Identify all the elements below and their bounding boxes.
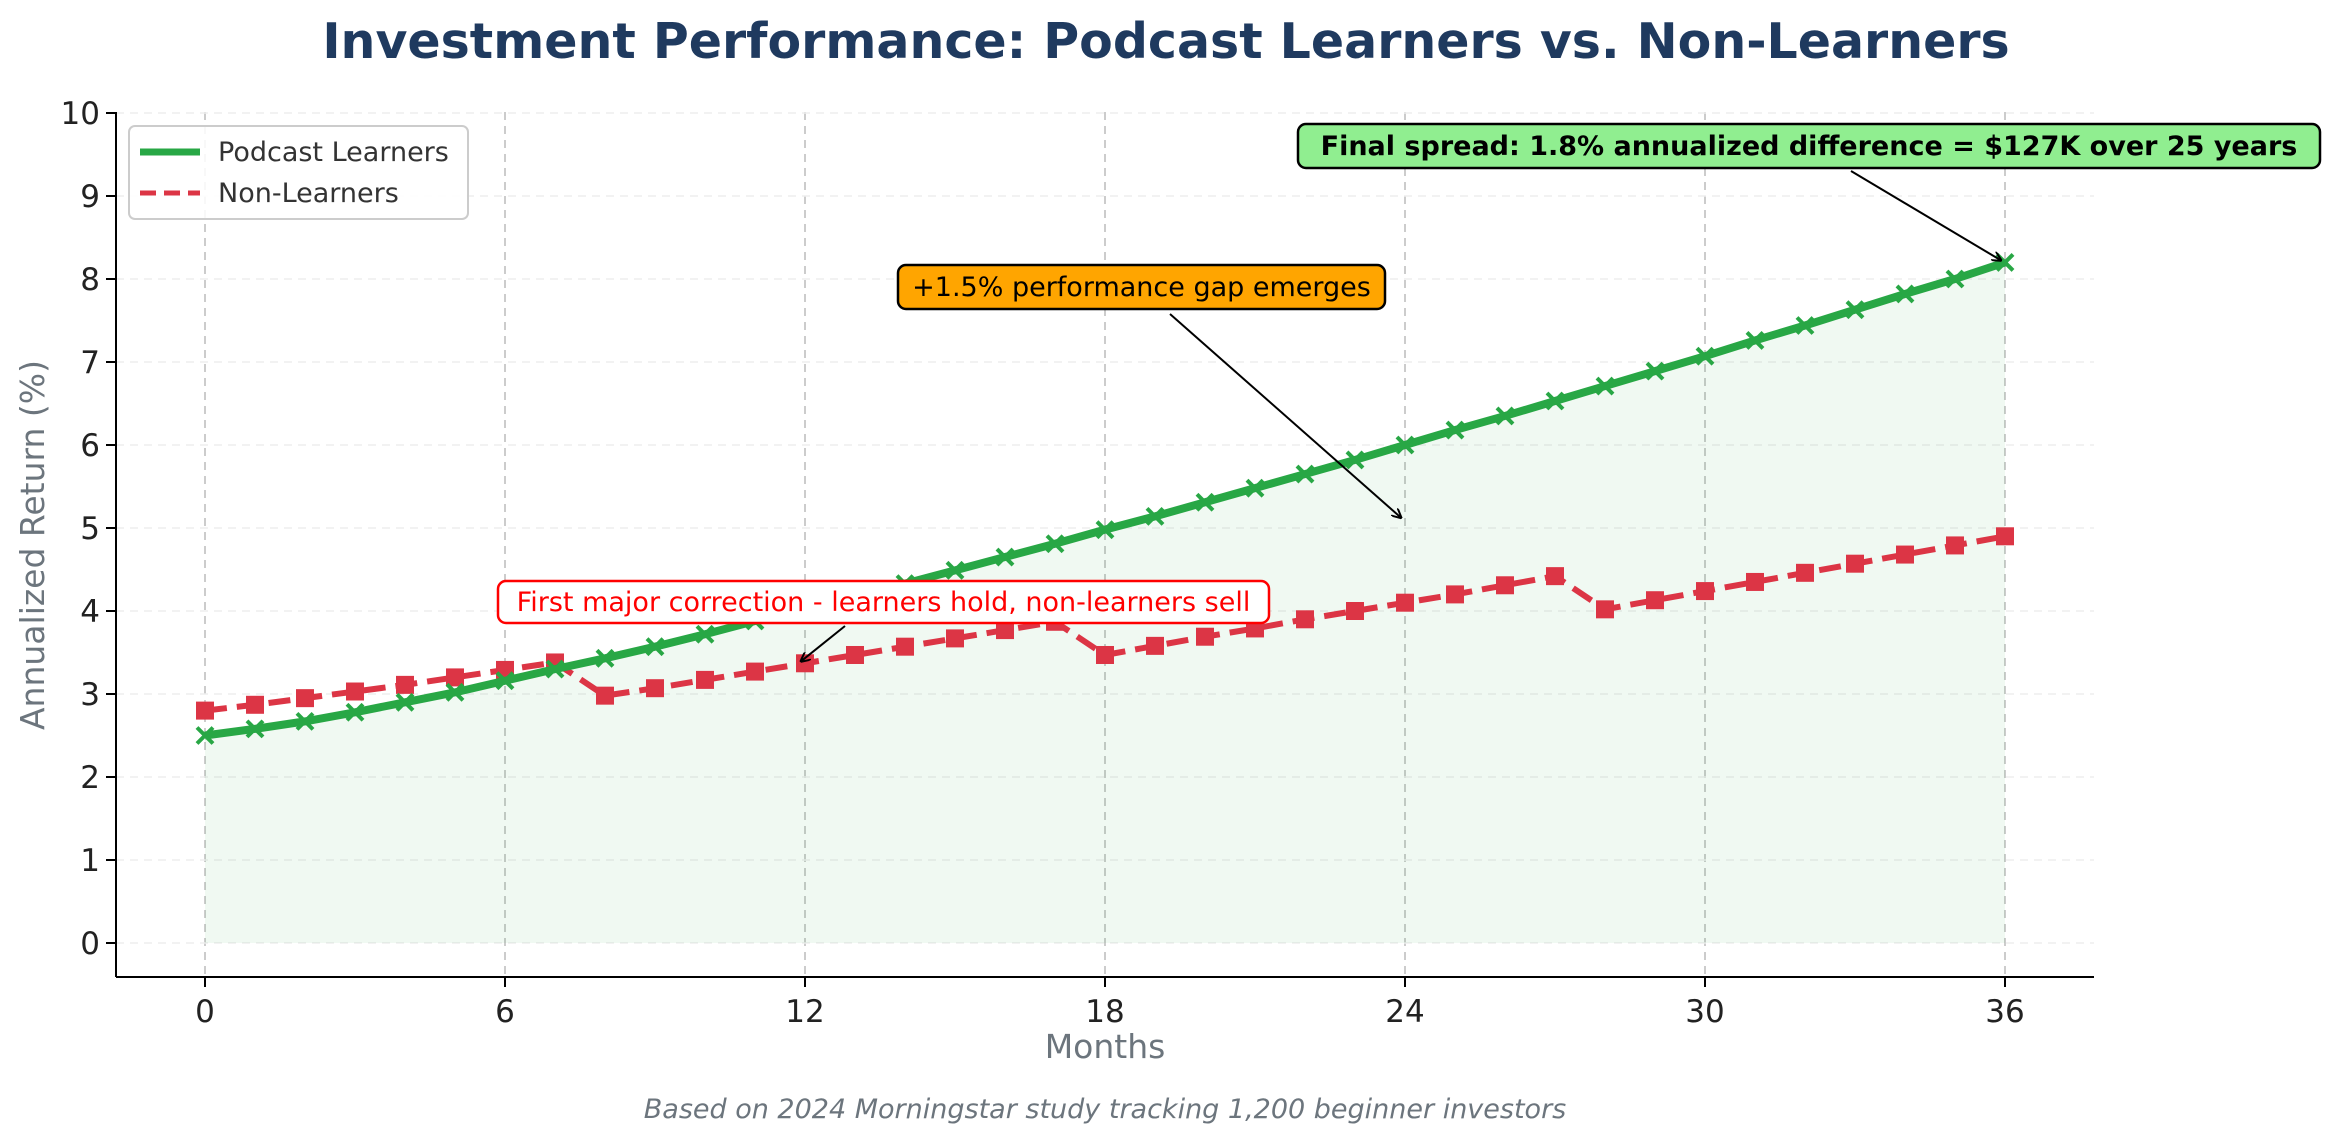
- data-point-podcast-learners: [1045, 534, 1065, 554]
- legend-label-non-learners: Non-Learners: [218, 178, 399, 209]
- y-tick-label: 6: [80, 428, 100, 464]
- x-axis-label: Months: [1045, 1027, 1166, 1066]
- data-point-podcast-learners: [245, 719, 265, 739]
- data-point-non-learners: [346, 682, 364, 701]
- data-point-podcast-learners: [1595, 376, 1615, 396]
- data-point-podcast-learners: [1295, 464, 1315, 484]
- data-point-non-learners: [846, 645, 864, 664]
- data-point-non-learners: [1846, 554, 1864, 573]
- x-tick-label: 18: [1085, 994, 1124, 1030]
- data-point-podcast-learners: [1145, 506, 1165, 526]
- data-point-podcast-learners: [1445, 420, 1465, 440]
- annotation-arrow: [1850, 170, 2001, 260]
- data-point-podcast-learners: [1745, 331, 1765, 350]
- annotation-text: Final spread: 1.8% annualized difference…: [1321, 131, 2298, 162]
- annotation-arrow: [1169, 313, 1401, 518]
- legend-label-podcast-learners: Podcast Learners: [218, 137, 449, 168]
- data-point-non-learners: [296, 689, 314, 708]
- data-point-podcast-learners: [545, 659, 565, 679]
- x-tick-label: 6: [495, 994, 515, 1030]
- data-point-podcast-learners: [1945, 269, 1965, 289]
- data-point-non-learners: [1596, 600, 1614, 619]
- data-point-non-learners: [1996, 527, 2014, 546]
- y-tick-label: 3: [80, 677, 100, 713]
- data-point-non-learners: [1396, 593, 1414, 612]
- y-tick-label: 9: [80, 179, 100, 215]
- y-tick-label: 8: [80, 262, 100, 298]
- data-point-non-learners: [1796, 563, 1814, 582]
- data-point-podcast-learners: [1795, 316, 1815, 335]
- data-point-non-learners: [1896, 545, 1914, 564]
- y-tick-label: 5: [80, 511, 100, 547]
- data-point-podcast-learners: [345, 702, 365, 722]
- y-tick-label: 4: [80, 594, 100, 630]
- y-tick-label: 10: [61, 96, 100, 132]
- y-tick-label: 1: [80, 843, 100, 879]
- data-point-non-learners: [946, 629, 964, 648]
- data-point-podcast-learners: [395, 692, 415, 712]
- data-point-podcast-learners: [1245, 478, 1265, 498]
- y-tick-label: 7: [80, 345, 100, 381]
- data-point-podcast-learners: [1845, 300, 1865, 320]
- data-point-non-learners: [896, 637, 914, 656]
- chart-caption: Based on 2024 Morningstar study tracking…: [644, 1094, 1566, 1125]
- data-point-non-learners: [1446, 585, 1464, 604]
- data-point-podcast-learners: [495, 671, 515, 691]
- data-point-podcast-learners: [995, 547, 1015, 567]
- annotation-text: First major correction - learners hold, …: [517, 587, 1251, 618]
- data-point-non-learners: [1096, 645, 1114, 664]
- annotation-box: [1296, 122, 2322, 170]
- data-point-non-learners: [646, 679, 664, 698]
- x-tick-label: 24: [1385, 994, 1424, 1030]
- data-point-non-learners: [1296, 610, 1314, 629]
- data-point-podcast-learners: [1195, 492, 1215, 512]
- y-axis-label: Annualized Return (%): [13, 360, 52, 730]
- data-point-podcast-learners: [1895, 284, 1915, 304]
- data-point-non-learners: [196, 701, 214, 720]
- data-point-non-learners: [1946, 536, 1964, 555]
- annotation-box: [896, 263, 1387, 311]
- data-point-podcast-learners: [295, 711, 315, 731]
- data-point-non-learners: [246, 695, 264, 714]
- data-point-podcast-learners: [695, 624, 715, 644]
- data-point-non-learners: [996, 621, 1014, 640]
- data-point-non-learners: [1146, 636, 1164, 655]
- data-point-non-learners: [396, 675, 414, 694]
- data-point-non-learners: [746, 662, 764, 681]
- annotation-arrow: [801, 625, 846, 661]
- x-tick-label: 12: [785, 994, 824, 1030]
- annotation-box: [496, 579, 1271, 625]
- y-tick-label: 0: [80, 926, 100, 962]
- data-point-podcast-learners: [1695, 346, 1715, 366]
- data-point-non-learners: [696, 670, 714, 689]
- data-point-podcast-learners: [445, 682, 465, 702]
- data-point-non-learners: [1346, 602, 1364, 620]
- data-point-non-learners: [1746, 572, 1764, 591]
- x-tick-label: 30: [1685, 994, 1724, 1030]
- data-point-podcast-learners: [645, 637, 665, 657]
- data-point-podcast-learners: [1095, 520, 1115, 540]
- data-point-non-learners: [596, 686, 614, 705]
- y-tick-label: 2: [80, 760, 100, 796]
- data-point-podcast-learners: [1645, 361, 1665, 381]
- data-point-podcast-learners: [1345, 450, 1365, 470]
- data-point-non-learners: [446, 668, 464, 687]
- data-point-podcast-learners: [195, 726, 215, 745]
- data-point-non-learners: [1196, 627, 1214, 646]
- data-point-podcast-learners: [1495, 406, 1515, 426]
- annotation-text: +1.5% performance gap emerges: [912, 272, 1371, 303]
- data-point-non-learners: [1546, 567, 1564, 586]
- data-point-non-learners: [1646, 591, 1664, 610]
- data-point-non-learners: [1496, 576, 1514, 595]
- data-point-podcast-learners: [595, 648, 615, 668]
- chart-title: Investment Performance: Podcast Learners…: [322, 13, 2009, 70]
- data-point-podcast-learners: [945, 560, 965, 580]
- x-tick-label: 0: [195, 994, 215, 1030]
- x-tick-label: 36: [1985, 994, 2024, 1030]
- legend: Podcast Learners Non-Learners: [128, 125, 469, 220]
- data-point-podcast-learners: [1395, 435, 1415, 455]
- data-point-non-learners: [1696, 582, 1714, 601]
- data-point-podcast-learners: [1545, 391, 1565, 411]
